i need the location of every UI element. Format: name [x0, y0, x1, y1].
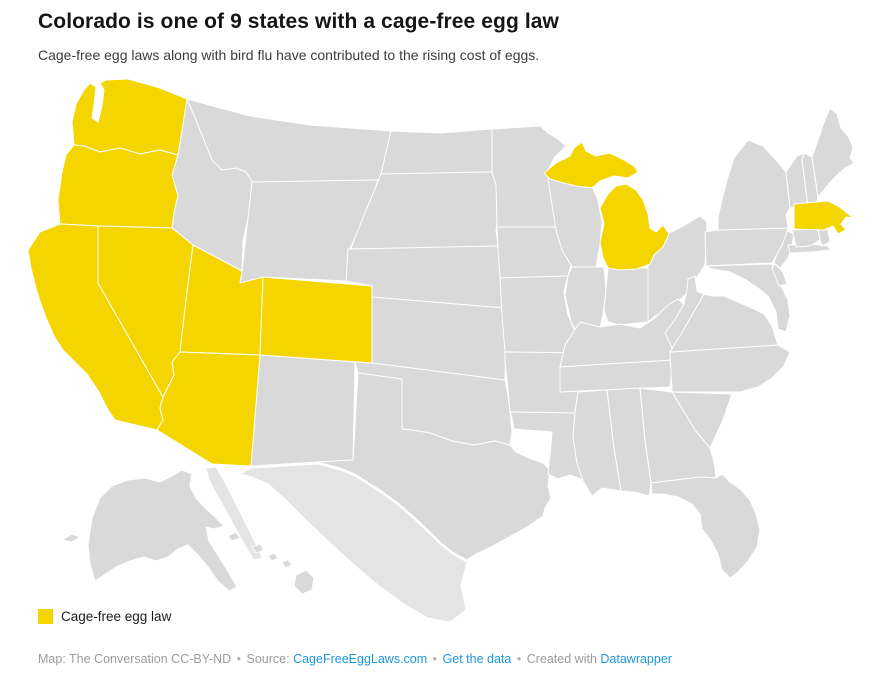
state-washington[interactable]: [71, 78, 188, 156]
map-attribution: Map: The Conversation CC-BY-ND: [38, 652, 232, 666]
state-oregon[interactable]: [57, 144, 179, 229]
source-link[interactable]: CageFreeEggLaws.com: [293, 652, 428, 666]
source-label: Source:: [246, 652, 290, 666]
baja-california-landmass: [205, 466, 263, 561]
get-the-data-link[interactable]: Get the data: [442, 652, 512, 666]
separator-dot: •: [516, 652, 522, 666]
state-michigan[interactable]: [543, 141, 670, 271]
state-north-carolina[interactable]: [669, 344, 791, 393]
separator-dot: •: [432, 652, 438, 666]
separator-dot: •: [236, 652, 242, 666]
state-tennessee[interactable]: [559, 359, 674, 393]
neighbor-landmass-layer: [205, 463, 468, 623]
page-subtitle: Cage-free egg laws along with bird flu h…: [38, 47, 540, 63]
state-massachusetts[interactable]: [793, 200, 854, 235]
legend-swatch: [38, 609, 53, 624]
datawrapper-link[interactable]: Datawrapper: [600, 652, 672, 666]
created-with-label: Created with: [526, 652, 597, 666]
map-legend: Cage-free egg law: [38, 609, 171, 624]
state-montana[interactable]: [186, 98, 392, 183]
state-florida[interactable]: [650, 473, 761, 579]
legend-label: Cage-free egg law: [61, 609, 172, 624]
state-delaware[interactable]: [771, 263, 788, 287]
mexico-landmass: [239, 463, 468, 623]
state-west-virginia[interactable]: [664, 275, 705, 349]
state-alaska[interactable]: [61, 469, 238, 592]
state-hawaii[interactable]: [227, 531, 315, 595]
states-layer: [27, 78, 855, 595]
state-rhode-island[interactable]: [817, 228, 831, 247]
state-north-dakota[interactable]: [380, 128, 493, 175]
state-indiana[interactable]: [603, 267, 649, 326]
state-texas[interactable]: [317, 372, 552, 561]
state-colorado[interactable]: [259, 276, 373, 364]
state-new-mexico[interactable]: [250, 354, 356, 467]
attribution-footer: Map: The Conversation CC-BY-ND • Source:…: [38, 652, 858, 666]
state-arizona[interactable]: [156, 351, 261, 467]
page-title: Colorado is one of 9 states with a cage-…: [38, 10, 559, 33]
state-maine[interactable]: [811, 107, 855, 198]
state-south-carolina[interactable]: [671, 391, 733, 449]
